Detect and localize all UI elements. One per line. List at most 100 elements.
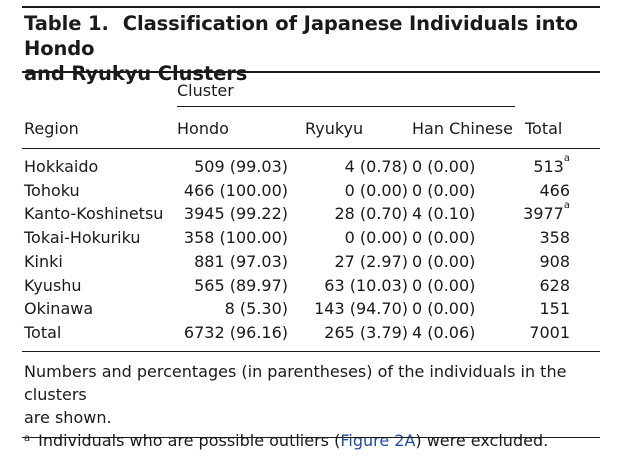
cell-ryukyu: 4 (0.78) (345, 155, 408, 179)
table-row: Tokai-Hokuriku 358 (100.00) 0 (0.00) 0 (0.0… (22, 226, 600, 250)
cell-han-chinese-text: 0 (0.00) (412, 228, 476, 247)
cell-region: Hokkaido (24, 155, 98, 179)
cell-total-text: 466 (539, 181, 570, 200)
table-row: Kinki 881 (97.03) 27 (2.97) 0 (0.00) 908 (22, 250, 600, 274)
cell-ryukyu: 0 (0.00) (345, 226, 408, 250)
cell-total: 3977a (523, 200, 570, 226)
cell-region-text: Kanto-Koshinetsu (24, 204, 164, 223)
cell-total: 7001 (529, 321, 570, 345)
header-total: Total (525, 119, 563, 138)
cell-total: 466 (539, 179, 570, 203)
cell-han-chinese: 0 (0.00) (412, 297, 475, 321)
header-region: Region (24, 119, 79, 138)
cell-hondo: 565 (89.97) (194, 274, 288, 298)
table-title-line2: and Ryukyu Clusters (24, 62, 248, 85)
cell-total-text: 513 (533, 157, 564, 176)
cell-region-text: Kyushu (24, 276, 82, 295)
cell-hondo-text: 3945 (99.22) (183, 204, 288, 223)
cell-region: Okinawa (24, 297, 93, 321)
cell-ryukyu-text: 4 (0.78) (344, 157, 408, 176)
cell-region: Tohoku (24, 179, 80, 203)
cell-ryukyu-text: 63 (10.03) (324, 276, 408, 295)
cell-total-text: 151 (539, 299, 570, 318)
cluster-group-header: Cluster (177, 81, 234, 100)
cell-han-chinese-text: 0 (0.00) (412, 276, 476, 295)
cell-region-text: Tohoku (24, 181, 80, 200)
cell-han-chinese: 0 (0.00) (412, 179, 475, 203)
cell-han-chinese-text: 0 (0.00) (412, 157, 476, 176)
cell-total-text: 628 (539, 276, 570, 295)
header-hondo: Hondo (177, 119, 229, 138)
cell-ryukyu: 143 (94.70) (314, 297, 408, 321)
cell-total: 908 (539, 250, 570, 274)
footnote-mark: a (563, 153, 570, 164)
body-rule (22, 351, 600, 352)
header-rule (22, 148, 600, 149)
cell-hondo-text: 8 (5.30) (224, 299, 288, 318)
footnote-text-after: ) were excluded. (415, 431, 549, 450)
cluster-rule (177, 106, 515, 107)
note-line-2: are shown. (24, 408, 112, 427)
cell-hondo: 8 (5.30) (225, 297, 288, 321)
cell-ryukyu: 63 (10.03) (324, 274, 408, 298)
cell-total-text: 358 (539, 228, 570, 247)
cell-hondo-text: 6732 (96.16) (183, 323, 288, 342)
cell-region-text: Hokkaido (24, 157, 99, 176)
cell-han-chinese: 0 (0.00) (412, 155, 475, 179)
cell-han-chinese-text: 4 (0.06) (412, 323, 476, 342)
title-rule (22, 71, 600, 73)
cell-ryukyu-text: 265 (3.79) (324, 323, 408, 342)
cell-hondo-text: 881 (97.03) (194, 252, 288, 271)
footnote-mark: a (24, 433, 31, 444)
cell-han-chinese: 4 (0.06) (412, 321, 475, 345)
cell-hondo: 509 (99.03) (194, 155, 288, 179)
cell-ryukyu-text: 27 (2.97) (334, 252, 408, 271)
cell-hondo-text: 466 (100.00) (183, 181, 288, 200)
table-row: Hokkaido 509 (99.03) 4 (0.78) 0 (0.00) 513a (22, 153, 600, 179)
cell-hondo: 3945 (99.22) (184, 202, 288, 226)
cell-total: 513a (533, 153, 570, 179)
cell-hondo-text: 509 (99.03) (194, 157, 288, 176)
cell-region-text: Kinki (24, 252, 63, 271)
cell-region: Kyushu (24, 274, 82, 298)
cell-hondo-text: 565 (89.97) (194, 276, 288, 295)
cell-han-chinese-text: 0 (0.00) (412, 252, 476, 271)
note-line-1: Numbers and percentages (in parentheses)… (24, 362, 567, 404)
cell-region-text: Total (24, 323, 62, 342)
cell-hondo: 358 (100.00) (184, 226, 288, 250)
table-row: Tohoku 466 (100.00) 0 (0.00) 0 (0.00) 466 (22, 179, 600, 203)
top-rule (22, 6, 600, 8)
cell-han-chinese: 4 (0.10) (412, 202, 475, 226)
cell-region: Tokai-Hokuriku (24, 226, 141, 250)
cell-hondo: 881 (97.03) (194, 250, 288, 274)
cell-total: 628 (539, 274, 570, 298)
table-row: Okinawa 8 (5.30) 143 (94.70) 0 (0.00) 151 (22, 297, 600, 321)
cell-han-chinese-text: 4 (0.10) (412, 204, 476, 223)
cell-total: 358 (539, 226, 570, 250)
cell-region: Kanto-Koshinetsu (24, 202, 163, 226)
table-title-line1: Classification of Japanese Individuals i… (24, 12, 578, 60)
cell-total-text: 7001 (529, 323, 570, 342)
cell-han-chinese-text: 0 (0.00) (412, 299, 476, 318)
cell-ryukyu-text: 143 (94.70) (314, 299, 408, 318)
cell-han-chinese: 0 (0.00) (412, 250, 475, 274)
cell-total: 151 (539, 297, 570, 321)
table-row: Kyushu 565 (89.97) 63 (10.03) 0 (0.00) 628 (22, 274, 600, 298)
footnote-mark: a (563, 200, 570, 211)
cell-ryukyu: 28 (0.70) (334, 202, 408, 226)
table-row: Total 6732 (96.16) 265 (3.79) 4 (0.06) 7001 (22, 321, 600, 345)
figure-link[interactable]: Figure 2A (340, 431, 416, 450)
table-row: Kanto-Koshinetsu 3945 (99.22) 28 (0.70) 4 (… (22, 200, 600, 226)
cell-total-text: 3977 (523, 204, 564, 223)
cell-hondo: 466 (100.00) (184, 179, 288, 203)
cell-han-chinese: 0 (0.00) (412, 274, 475, 298)
cell-ryukyu: 27 (2.97) (334, 250, 408, 274)
table-notes: Numbers and percentages (in parentheses)… (24, 360, 602, 452)
cell-ryukyu-text: 28 (0.70) (334, 204, 408, 223)
cell-region: Total (24, 321, 61, 345)
cell-ryukyu-text: 0 (0.00) (344, 228, 408, 247)
bottom-rule (22, 437, 600, 438)
cell-han-chinese-text: 0 (0.00) (412, 181, 476, 200)
cell-ryukyu-text: 0 (0.00) (344, 181, 408, 200)
footnote-text-before: Individuals who are possible outliers ( (38, 431, 341, 450)
